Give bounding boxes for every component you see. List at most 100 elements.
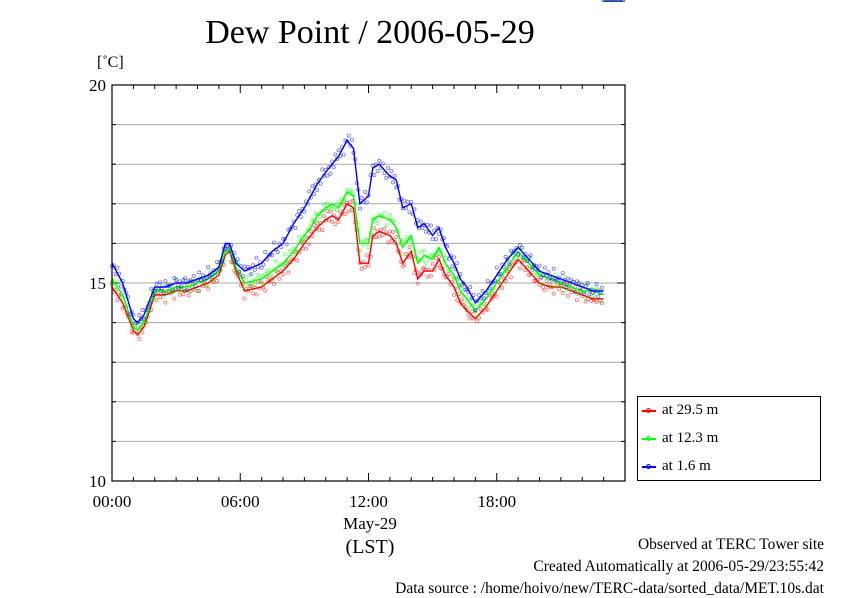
data-point <box>341 152 346 157</box>
data-point <box>303 246 308 251</box>
data-point <box>357 248 362 253</box>
data-point <box>451 292 456 297</box>
data-point <box>373 235 378 240</box>
data-point <box>494 265 499 270</box>
data-point <box>446 256 451 261</box>
data-point <box>204 284 209 289</box>
data-point <box>542 265 547 270</box>
data-point <box>320 167 325 172</box>
y-tick-label: 15 <box>89 274 106 293</box>
data-point <box>275 270 280 275</box>
data-point <box>507 267 512 272</box>
data-point <box>170 288 175 293</box>
data-point <box>135 332 140 337</box>
data-point <box>420 225 425 230</box>
data-point <box>407 210 412 215</box>
data-point <box>503 254 508 259</box>
x-tick-label: 00:00 <box>93 492 132 511</box>
data-point <box>113 272 118 277</box>
data-point <box>359 266 364 271</box>
data-point <box>343 197 348 202</box>
data-point <box>261 262 266 267</box>
data-point <box>359 195 364 200</box>
data-point <box>478 307 483 312</box>
data-point <box>315 221 320 226</box>
data-point <box>183 276 188 281</box>
data-point <box>357 206 362 211</box>
data-point <box>254 255 259 260</box>
data-point <box>582 289 587 294</box>
data-point <box>517 243 522 248</box>
data-point <box>286 270 291 275</box>
data-point <box>551 291 556 296</box>
data-point <box>528 253 533 258</box>
data-point <box>382 210 387 215</box>
data-point <box>566 276 571 281</box>
data-point <box>402 237 407 242</box>
data-point <box>423 229 428 234</box>
data-point <box>293 226 298 231</box>
data-point <box>487 287 492 292</box>
data-point <box>149 286 154 291</box>
data-point <box>197 270 202 275</box>
data-point <box>415 281 420 286</box>
data-point <box>404 251 409 256</box>
data-point <box>252 267 257 272</box>
data-point <box>215 278 220 283</box>
data-point <box>594 282 599 287</box>
data-point <box>137 336 142 341</box>
data-point <box>261 283 266 288</box>
data-point <box>512 248 517 253</box>
data-point <box>394 234 399 239</box>
footer-data-source: Data source : /home/hoivo/new/TERC-data/… <box>395 580 824 597</box>
data-point <box>601 0 606 2</box>
data-point <box>386 165 391 170</box>
data-point <box>129 326 134 331</box>
data-point <box>349 137 354 142</box>
data-point <box>163 279 168 284</box>
data-point <box>161 291 166 296</box>
data-point <box>336 219 341 224</box>
data-point <box>244 275 249 280</box>
data-point <box>418 219 423 224</box>
data-point <box>425 274 430 279</box>
data-point <box>598 298 603 303</box>
data-point <box>137 329 142 334</box>
data-point <box>284 261 289 266</box>
data-point <box>331 207 336 212</box>
data-point <box>174 278 179 283</box>
plot-frame <box>111 84 626 482</box>
data-point <box>259 274 264 279</box>
data-point <box>326 218 331 223</box>
data-point <box>115 265 120 270</box>
data-point <box>525 259 530 264</box>
x-tick-label: 12:00 <box>349 492 388 511</box>
data-point <box>542 288 547 293</box>
data-point <box>519 260 524 265</box>
footer-observed: Observed at TERC Tower site <box>637 536 824 553</box>
data-point <box>461 281 466 286</box>
data-point <box>213 270 218 275</box>
data-point <box>614 0 619 2</box>
data-point <box>158 295 163 300</box>
chart-title: Dew Point / 2006-05-29 <box>205 14 535 51</box>
data-point <box>336 148 341 153</box>
data-point <box>298 215 303 220</box>
data-point <box>346 209 351 214</box>
data-point <box>621 0 626 2</box>
data-point <box>133 321 138 326</box>
data-point <box>475 298 480 303</box>
data-point <box>348 199 353 204</box>
data-point <box>140 330 145 335</box>
date-label: May-29 <box>343 514 397 533</box>
data-point <box>186 293 191 298</box>
data-point <box>266 274 271 279</box>
data-point <box>307 242 312 247</box>
data-point <box>275 250 280 255</box>
data-point <box>402 262 407 267</box>
data-point <box>375 168 380 173</box>
data-point <box>615 0 620 2</box>
legend-item-1-6m: at 1.6 m <box>642 458 711 475</box>
data-point <box>384 223 389 228</box>
